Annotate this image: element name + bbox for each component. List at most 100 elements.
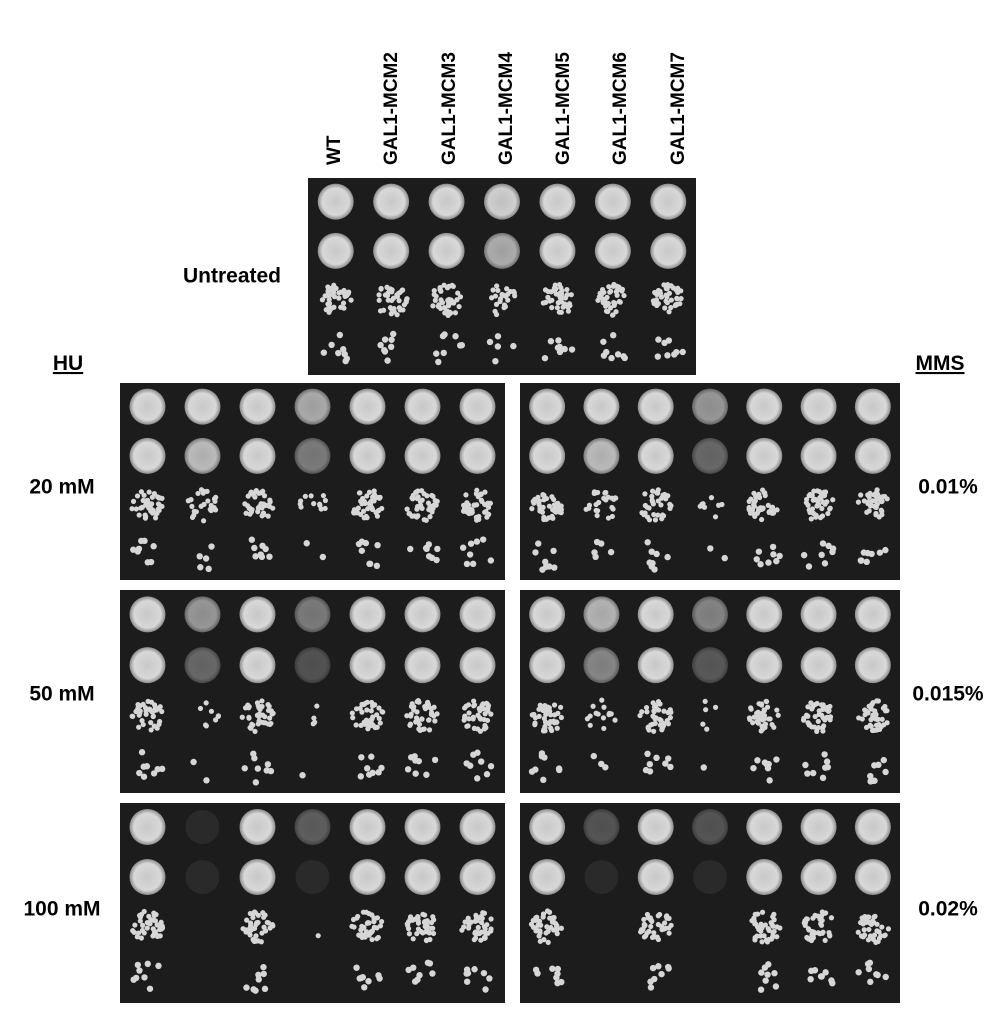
colony bbox=[553, 921, 558, 926]
colony bbox=[145, 961, 151, 967]
colony bbox=[867, 778, 873, 784]
colony bbox=[546, 940, 551, 945]
colony bbox=[558, 979, 564, 985]
colony bbox=[325, 293, 330, 298]
spot bbox=[460, 809, 496, 845]
colony bbox=[243, 705, 248, 710]
colony bbox=[148, 720, 153, 725]
colony bbox=[648, 984, 654, 990]
colony bbox=[558, 705, 563, 710]
spot-faint bbox=[693, 860, 727, 894]
colony bbox=[155, 494, 160, 499]
spot bbox=[405, 859, 441, 895]
colony bbox=[713, 705, 718, 710]
colony bbox=[131, 499, 136, 504]
colony bbox=[551, 915, 556, 920]
colony bbox=[882, 704, 887, 709]
colony bbox=[132, 922, 137, 927]
spot bbox=[460, 859, 496, 895]
colony bbox=[548, 338, 554, 344]
colony bbox=[664, 352, 670, 358]
colony bbox=[353, 964, 359, 970]
colony bbox=[647, 979, 653, 985]
colony bbox=[760, 717, 765, 722]
colony bbox=[416, 698, 421, 703]
spot bbox=[350, 859, 386, 895]
colony bbox=[668, 707, 673, 712]
colony bbox=[817, 495, 822, 500]
colony bbox=[157, 502, 162, 507]
colony bbox=[855, 969, 861, 975]
colony bbox=[488, 928, 493, 933]
colony bbox=[764, 699, 769, 704]
colony bbox=[453, 310, 458, 315]
colony bbox=[268, 768, 274, 774]
colony bbox=[321, 493, 326, 498]
colony bbox=[311, 501, 316, 506]
colony bbox=[385, 293, 390, 298]
spot bbox=[746, 438, 782, 474]
colony bbox=[604, 295, 609, 300]
colony bbox=[483, 711, 488, 716]
spot bbox=[318, 233, 354, 269]
colony bbox=[331, 283, 336, 288]
colony bbox=[856, 500, 861, 505]
colony bbox=[152, 913, 157, 918]
colony bbox=[457, 342, 463, 348]
colony bbox=[257, 707, 262, 712]
colony bbox=[203, 777, 209, 783]
colony bbox=[259, 698, 264, 703]
spot bbox=[855, 809, 891, 845]
colony bbox=[323, 506, 328, 511]
colony bbox=[652, 703, 657, 708]
plate bbox=[120, 383, 505, 580]
colony bbox=[434, 546, 440, 552]
colony bbox=[760, 910, 765, 915]
colony bbox=[409, 704, 414, 709]
colony bbox=[149, 700, 154, 705]
colony bbox=[549, 966, 555, 972]
colony bbox=[756, 721, 761, 726]
spot bbox=[350, 389, 386, 425]
colony bbox=[470, 561, 476, 567]
colony bbox=[760, 506, 765, 511]
colony bbox=[402, 302, 407, 307]
colony bbox=[533, 967, 539, 973]
colony bbox=[478, 729, 483, 734]
colony bbox=[317, 503, 322, 508]
colony bbox=[252, 729, 257, 734]
colony bbox=[195, 491, 200, 496]
colony bbox=[600, 339, 606, 345]
colony bbox=[135, 493, 140, 498]
colony bbox=[205, 566, 211, 572]
colony bbox=[770, 551, 776, 557]
colony bbox=[653, 755, 659, 761]
colony bbox=[204, 489, 209, 494]
colony bbox=[358, 754, 364, 760]
colony bbox=[440, 300, 445, 305]
hu-condition: 50 mM bbox=[29, 683, 94, 706]
hu-title: HU bbox=[53, 352, 83, 375]
colony bbox=[537, 508, 542, 513]
colony bbox=[773, 983, 779, 989]
colony bbox=[361, 926, 366, 931]
colony bbox=[358, 773, 364, 779]
colony bbox=[150, 543, 156, 549]
colony bbox=[531, 918, 536, 923]
colony bbox=[440, 333, 446, 339]
colony bbox=[656, 922, 661, 927]
colony bbox=[382, 348, 388, 354]
colony bbox=[812, 967, 818, 973]
colony bbox=[255, 765, 261, 771]
colony bbox=[488, 763, 494, 769]
colony bbox=[807, 722, 812, 727]
colony bbox=[372, 492, 377, 497]
colony bbox=[197, 553, 203, 559]
colony bbox=[357, 490, 362, 495]
colony bbox=[378, 286, 383, 291]
colony bbox=[363, 934, 368, 939]
colony bbox=[610, 332, 616, 338]
colony bbox=[148, 559, 154, 565]
spot bbox=[539, 184, 575, 220]
colony bbox=[662, 920, 667, 925]
